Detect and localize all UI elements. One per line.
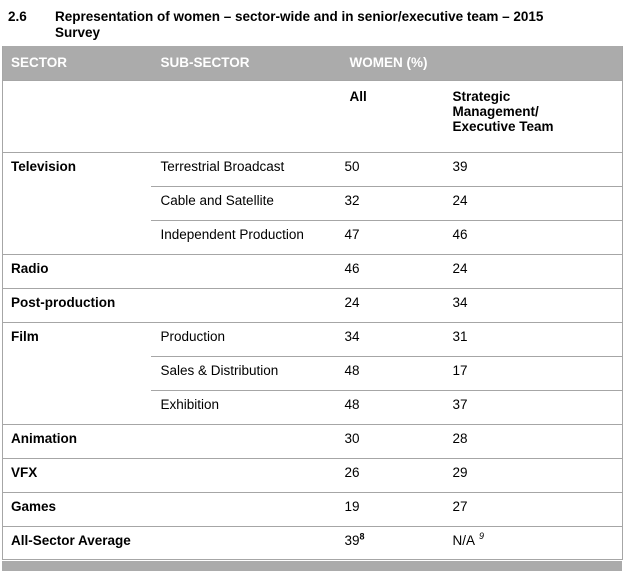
executive-value-cell: 24 bbox=[445, 185, 623, 220]
sub-sector-cell: Sales & Distribution bbox=[150, 355, 336, 390]
sector-cell: Television bbox=[2, 151, 151, 254]
table-row-film-production: Film Production 34 31 bbox=[2, 321, 623, 424]
table-row-television-independent: Independent Production 47 46 bbox=[3, 219, 623, 254]
all-value-cell: 32 bbox=[335, 185, 446, 220]
all-value-cell: 19 bbox=[335, 491, 446, 526]
table-row-film-exhibition: Exhibition 48 37 bbox=[3, 389, 623, 424]
executive-value-cell: 46 bbox=[445, 219, 623, 254]
sub-sector-cell bbox=[150, 457, 336, 492]
sector-cell: Film bbox=[2, 321, 151, 424]
sector-cell: VFX bbox=[2, 457, 151, 492]
sub-sector-cell bbox=[150, 491, 336, 526]
sub-sector-cell: Production bbox=[150, 321, 336, 356]
all-value-cell: 48 bbox=[335, 355, 446, 390]
col-header-women-pct: WOMEN (%) bbox=[335, 46, 446, 80]
executive-value-cell: 17 bbox=[445, 355, 623, 390]
subheader-empty-sub-sector bbox=[150, 79, 336, 153]
sub-sector-cell bbox=[150, 253, 336, 288]
sector-cell: Radio bbox=[2, 253, 151, 288]
sub-sector-cell: Terrestrial Broadcast bbox=[150, 151, 336, 186]
table-row-television-terrestrial: Television Terrestrial Broadcast 50 39 bbox=[2, 151, 623, 254]
table-row-television-cable: Cable and Satellite 32 24 bbox=[3, 185, 623, 220]
executive-value-cell: 29 bbox=[445, 457, 623, 492]
sector-cell: Games bbox=[2, 491, 151, 526]
executive-value-cell: 34 bbox=[445, 287, 623, 322]
all-value-cell: 46 bbox=[335, 253, 446, 288]
sub-sector-cell: Exhibition bbox=[150, 389, 336, 424]
subheader-strategic-management: Strategic Management/ Executive Team bbox=[445, 79, 623, 153]
all-value-cell: 48 bbox=[335, 389, 446, 424]
footnote-marker-8: 8 bbox=[359, 531, 365, 541]
footnote-marker-9: 9 bbox=[479, 531, 485, 541]
table-row-animation: Animation 30 28 bbox=[2, 423, 623, 458]
section-number: 2.6 bbox=[8, 9, 27, 24]
sector-cell: All-Sector Average bbox=[2, 525, 151, 560]
representation-table: SECTOR SUB-SECTOR WOMEN (%) All Strategi… bbox=[2, 46, 623, 560]
sector-cell: Animation bbox=[2, 423, 151, 458]
executive-value-cell: 37 bbox=[445, 389, 623, 424]
sub-sector-cell bbox=[150, 525, 336, 560]
table-row-all-sector-average: All-Sector Average 398 N/A 9 bbox=[2, 525, 623, 560]
executive-value-cell: 39 bbox=[445, 151, 623, 186]
table-header-row: SECTOR SUB-SECTOR WOMEN (%) bbox=[2, 46, 623, 80]
all-value-cell: 47 bbox=[335, 219, 446, 254]
all-value-cell: 50 bbox=[335, 151, 446, 186]
executive-value-cell: 24 bbox=[445, 253, 623, 288]
sub-sector-cell: Independent Production bbox=[150, 219, 336, 254]
executive-value-cell: 27 bbox=[445, 491, 623, 526]
table-row-film-sales: Sales & Distribution 48 17 bbox=[3, 355, 623, 390]
all-value-cell: 26 bbox=[335, 457, 446, 492]
executive-value-cell: N/A 9 bbox=[445, 525, 623, 560]
table-row-games: Games 19 27 bbox=[2, 491, 623, 526]
executive-average-value: N/A bbox=[452, 532, 476, 548]
next-table-header-band bbox=[2, 560, 622, 571]
table-row-post-production: Post-production 24 34 bbox=[2, 287, 623, 322]
section-title: 2.6 Representation of women – sector-wid… bbox=[8, 9, 622, 41]
all-value-cell: 398 bbox=[335, 525, 446, 560]
all-value-cell: 30 bbox=[335, 423, 446, 458]
col-header-sub-sector: SUB-SECTOR bbox=[150, 46, 336, 80]
sub-sector-cell: Cable and Satellite bbox=[150, 185, 336, 220]
table-row-radio: Radio 46 24 bbox=[2, 253, 623, 288]
col-header-empty bbox=[445, 46, 623, 80]
subheader-empty-sector bbox=[2, 79, 151, 153]
table-subheader-row: All Strategic Management/ Executive Team bbox=[2, 79, 623, 153]
all-average-value: 39 bbox=[344, 532, 360, 548]
sector-cell: Post-production bbox=[2, 287, 151, 322]
col-header-sector: SECTOR bbox=[2, 46, 151, 80]
all-value-cell: 34 bbox=[335, 321, 446, 356]
executive-value-cell: 28 bbox=[445, 423, 623, 458]
sub-sector-cell bbox=[150, 423, 336, 458]
executive-value-cell: 31 bbox=[445, 321, 623, 356]
section-title-text: Representation of women – sector-wide an… bbox=[55, 9, 544, 40]
subheader-all: All bbox=[335, 79, 446, 153]
all-value-cell: 24 bbox=[335, 287, 446, 322]
table-row-vfx: VFX 26 29 bbox=[2, 457, 623, 492]
sub-sector-cell bbox=[150, 287, 336, 322]
